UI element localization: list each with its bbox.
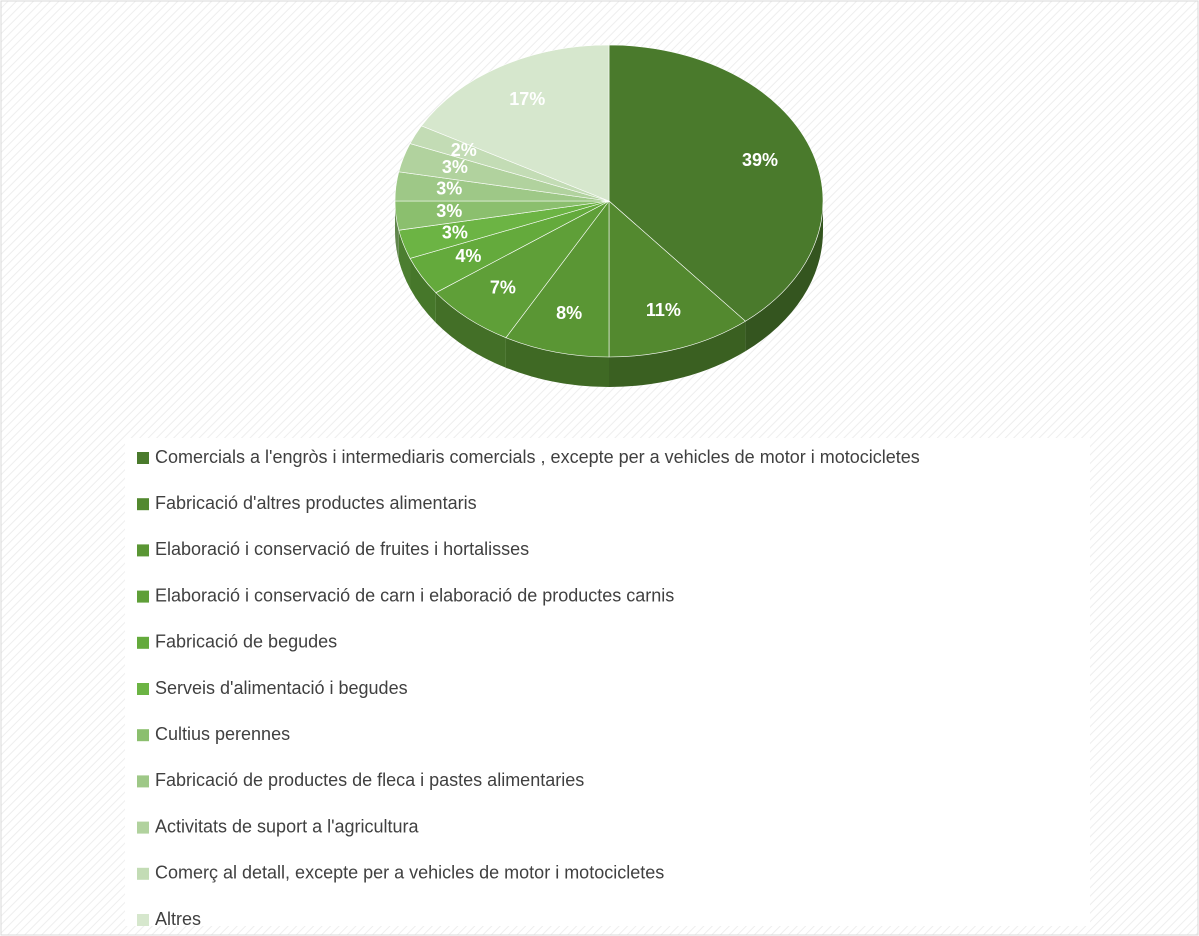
legend-label: Fabricació de productes de fleca i paste… <box>155 770 584 790</box>
data-label: 3% <box>436 179 462 199</box>
data-label: 4% <box>455 246 481 266</box>
legend-box <box>125 438 1090 926</box>
legend-swatch <box>137 452 149 464</box>
legend-swatch <box>137 821 149 834</box>
data-label: 3% <box>436 201 462 221</box>
legend-label: Activitats de suport a l'agricultura <box>155 816 420 836</box>
legend-label: Comerç al detall, excepte per a vehicles… <box>155 863 664 883</box>
pie-slice-side <box>505 337 609 387</box>
pie-slice-side <box>435 292 506 368</box>
legend-swatch <box>137 544 149 557</box>
legend-swatch <box>137 683 149 695</box>
legend-label: Comercials a l'engròs i intermediaris co… <box>155 447 920 467</box>
pie-slice-side <box>410 258 436 323</box>
legend-label: Cultius perennes <box>155 724 290 744</box>
pie-slice <box>420 44 610 202</box>
legend-swatch <box>137 636 149 649</box>
legend-label: Fabricació de begudes <box>155 632 337 652</box>
legend-swatch <box>137 498 149 511</box>
data-label: 3% <box>442 222 468 242</box>
legend-label: Elaboració i conservació de fruites i ho… <box>155 539 529 559</box>
data-label: 7% <box>490 278 516 298</box>
pie-slice <box>608 44 824 322</box>
data-label: 3% <box>442 157 468 177</box>
legend-swatch <box>137 914 149 926</box>
pie-slice-side <box>745 201 823 352</box>
legend-swatch <box>137 590 149 603</box>
pie-slice <box>608 200 746 358</box>
legend-label: Elaboració i conservació de carn i elabo… <box>155 585 674 605</box>
data-label: 8% <box>556 303 582 323</box>
legend-label: Altres <box>155 909 201 929</box>
pie-slice-side <box>609 321 746 387</box>
legend-swatch <box>137 867 149 880</box>
pie-slice <box>505 200 610 358</box>
legend-label: Fabricació d'altres productes alimentari… <box>155 493 477 513</box>
data-label: 11% <box>646 300 681 320</box>
data-label: 2% <box>451 140 477 160</box>
pie-slice-side <box>398 230 411 289</box>
legend-label: Serveis d'alimentació i begudes <box>155 678 408 698</box>
legend-swatch <box>137 729 149 742</box>
data-label: 39% <box>742 150 778 170</box>
data-label: 17% <box>509 89 545 109</box>
legend-swatch <box>137 775 149 788</box>
